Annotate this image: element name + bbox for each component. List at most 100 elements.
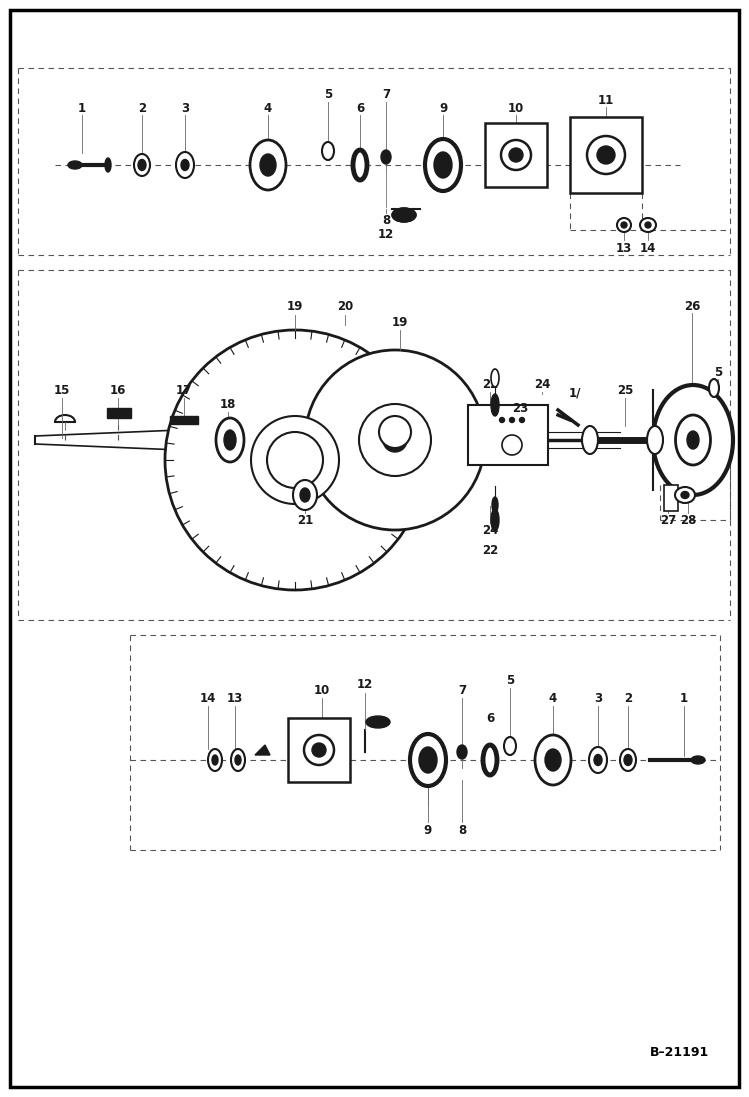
Bar xyxy=(664,485,678,511)
Text: 10: 10 xyxy=(508,102,524,114)
Ellipse shape xyxy=(501,140,531,170)
Text: 9: 9 xyxy=(439,102,447,114)
Text: 8: 8 xyxy=(382,214,390,226)
Text: 15: 15 xyxy=(54,384,70,396)
Bar xyxy=(570,117,642,193)
Ellipse shape xyxy=(312,743,326,757)
Text: 21: 21 xyxy=(297,513,313,527)
Ellipse shape xyxy=(502,436,522,455)
Ellipse shape xyxy=(597,146,615,163)
Text: 1: 1 xyxy=(680,691,688,704)
Text: 2: 2 xyxy=(624,691,632,704)
Bar xyxy=(288,719,350,782)
Text: 1: 1 xyxy=(78,102,86,114)
Text: 7: 7 xyxy=(382,89,390,102)
Bar xyxy=(170,416,198,425)
Ellipse shape xyxy=(304,735,334,765)
Text: 20: 20 xyxy=(337,301,353,314)
Bar xyxy=(107,408,131,418)
Text: 24: 24 xyxy=(482,523,498,536)
Ellipse shape xyxy=(419,747,437,773)
Text: 23: 23 xyxy=(512,402,528,415)
Ellipse shape xyxy=(212,755,218,765)
Text: 3: 3 xyxy=(181,102,189,114)
Ellipse shape xyxy=(709,378,719,397)
Ellipse shape xyxy=(653,385,733,495)
Ellipse shape xyxy=(483,745,497,774)
Text: 13: 13 xyxy=(616,241,632,255)
Text: 19: 19 xyxy=(287,301,303,314)
Ellipse shape xyxy=(181,159,189,170)
Text: 4: 4 xyxy=(264,102,272,114)
Ellipse shape xyxy=(676,415,711,465)
Ellipse shape xyxy=(645,222,651,228)
Text: 18: 18 xyxy=(219,398,236,411)
Ellipse shape xyxy=(491,394,499,416)
Bar xyxy=(485,123,547,186)
Text: 11: 11 xyxy=(598,93,614,106)
Ellipse shape xyxy=(300,488,310,502)
Ellipse shape xyxy=(105,158,111,172)
Ellipse shape xyxy=(165,330,425,590)
Ellipse shape xyxy=(624,755,632,766)
Ellipse shape xyxy=(675,487,695,504)
Ellipse shape xyxy=(138,159,146,170)
Ellipse shape xyxy=(504,737,516,755)
Ellipse shape xyxy=(216,418,244,462)
Ellipse shape xyxy=(176,152,194,178)
Ellipse shape xyxy=(267,432,323,488)
Text: 27: 27 xyxy=(660,513,676,527)
Text: 5: 5 xyxy=(324,89,332,102)
Text: 28: 28 xyxy=(680,513,696,527)
Text: 26: 26 xyxy=(684,299,700,313)
Text: 6: 6 xyxy=(486,712,494,724)
Ellipse shape xyxy=(500,418,505,422)
Text: 1/: 1/ xyxy=(568,386,581,399)
Text: 8: 8 xyxy=(458,824,466,837)
Text: 24: 24 xyxy=(534,378,551,392)
Ellipse shape xyxy=(410,734,446,785)
Text: 22: 22 xyxy=(482,378,498,392)
Text: 22: 22 xyxy=(482,543,498,556)
Ellipse shape xyxy=(491,369,499,387)
Ellipse shape xyxy=(353,150,367,180)
Ellipse shape xyxy=(383,428,407,452)
Ellipse shape xyxy=(647,426,663,454)
Ellipse shape xyxy=(587,136,625,174)
Ellipse shape xyxy=(425,139,461,191)
Ellipse shape xyxy=(491,509,499,531)
Ellipse shape xyxy=(293,480,317,510)
Ellipse shape xyxy=(235,755,241,765)
Ellipse shape xyxy=(687,431,699,449)
Ellipse shape xyxy=(322,142,334,160)
Text: 2: 2 xyxy=(138,102,146,114)
Ellipse shape xyxy=(250,140,286,190)
Polygon shape xyxy=(255,745,270,755)
Ellipse shape xyxy=(681,491,689,498)
Ellipse shape xyxy=(381,150,391,163)
Ellipse shape xyxy=(134,154,150,176)
Text: 5: 5 xyxy=(714,365,722,378)
Ellipse shape xyxy=(691,756,705,764)
Ellipse shape xyxy=(392,208,416,222)
Ellipse shape xyxy=(379,416,411,448)
Text: 14: 14 xyxy=(200,691,216,704)
Ellipse shape xyxy=(224,430,236,450)
Ellipse shape xyxy=(640,218,656,231)
Ellipse shape xyxy=(457,745,467,759)
Bar xyxy=(468,405,548,465)
Ellipse shape xyxy=(492,497,498,513)
Ellipse shape xyxy=(520,418,524,422)
Ellipse shape xyxy=(594,755,602,766)
Ellipse shape xyxy=(251,416,339,504)
Text: 4: 4 xyxy=(549,691,557,704)
Ellipse shape xyxy=(392,208,416,222)
Text: 19: 19 xyxy=(392,316,408,328)
Ellipse shape xyxy=(68,161,82,169)
Ellipse shape xyxy=(208,749,222,771)
Text: 25: 25 xyxy=(617,384,633,396)
Text: 6: 6 xyxy=(356,102,364,114)
Text: 5: 5 xyxy=(506,674,514,687)
Ellipse shape xyxy=(582,426,598,454)
Ellipse shape xyxy=(305,350,485,530)
